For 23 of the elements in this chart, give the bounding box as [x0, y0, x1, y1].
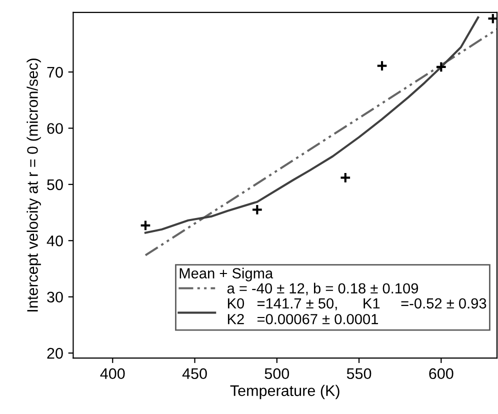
point — [251, 204, 263, 216]
point — [340, 172, 352, 184]
point — [376, 60, 388, 72]
line-series — [144, 16, 480, 234]
legend-label: a = -40 ± 12, b = 0.18 ± 0.109 — [227, 282, 418, 296]
y-tick-label: 40 — [46, 236, 63, 246]
x-tick-label: 450 — [182, 368, 207, 380]
y-tick-label: 20 — [47, 348, 63, 359]
y-axis-title: Intercept velocity at r = 0 (micron/sec) — [26, 58, 41, 312]
y-tick-label: 50 — [47, 179, 63, 190]
point — [435, 61, 447, 73]
point — [140, 220, 152, 232]
point — [487, 12, 498, 24]
y-tick-label: 30 — [47, 292, 63, 303]
y-tick-label: 70 — [47, 66, 63, 78]
legend-label: K0 =141.7 ± 50, K1 =-0.52 ± 0.93 K2 =0.00067 ± 0.0001 — [228, 298, 486, 324]
x-tick-label: 500 — [264, 368, 290, 380]
x-tick-label: 550 — [346, 368, 372, 380]
x-axis-title: Temperature (K) — [230, 384, 340, 400]
legend-title: Mean + Sigma — [180, 268, 274, 282]
y-tick-label: 60 — [47, 123, 63, 134]
x-tick-label: 400 — [100, 368, 125, 380]
x-tick-label: 600 — [429, 368, 454, 380]
